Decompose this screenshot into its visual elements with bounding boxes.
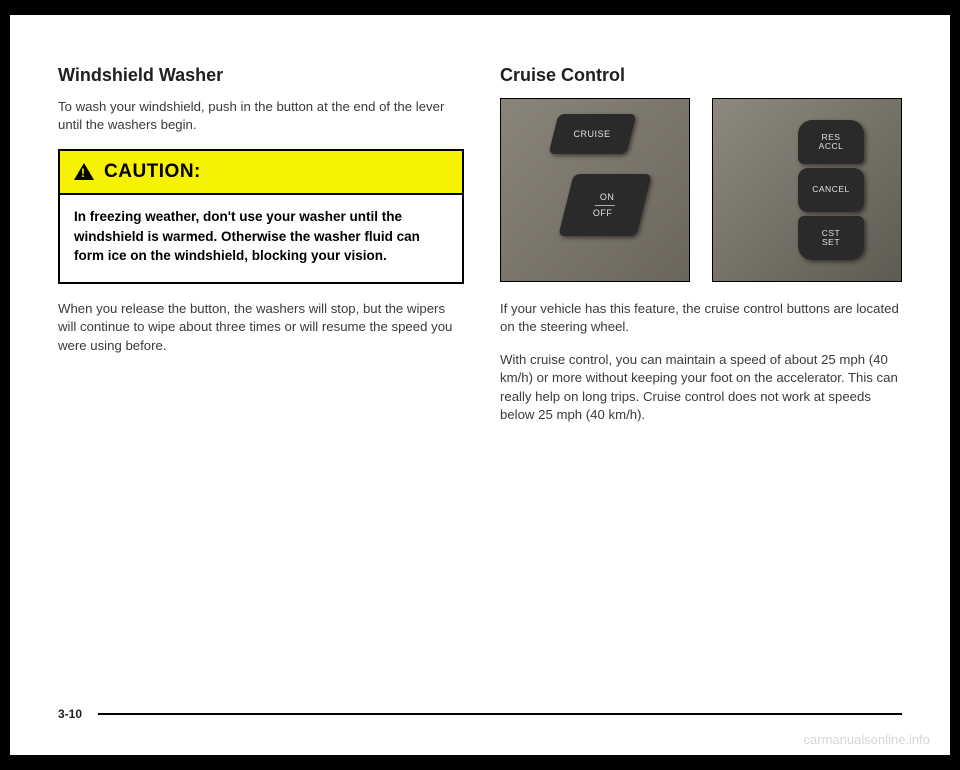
caution-box: CAUTION: In freezing weather, don't use … (58, 149, 464, 284)
two-columns: Windshield Washer To wash your windshiel… (58, 65, 902, 439)
cruise-photo-right: RES ACCL CANCEL CST SET (712, 98, 902, 282)
accl-label: ACCL (819, 142, 844, 151)
photo2-stack: RES ACCL CANCEL CST SET (798, 120, 864, 260)
washer-intro-text: To wash your windshield, push in the but… (58, 98, 464, 135)
cancel-button: CANCEL (798, 168, 864, 212)
off-label: OFF (593, 208, 613, 219)
windshield-washer-heading: Windshield Washer (58, 65, 464, 86)
photo2-buttons: RES ACCL CANCEL CST SET (713, 99, 901, 281)
cruise-control-heading: Cruise Control (500, 65, 902, 86)
set-label: SET (822, 238, 840, 247)
cruise-p2: With cruise control, you can maintain a … (500, 351, 902, 425)
manual-page: Windshield Washer To wash your windshiel… (10, 15, 950, 755)
on-label: ON (600, 192, 615, 203)
footer-rule (98, 713, 902, 715)
caution-header: CAUTION: (60, 151, 462, 195)
cruise-button: CRUISE (548, 114, 636, 154)
cruise-button-label: CRUISE (574, 129, 611, 139)
page-number: 3-10 (58, 707, 82, 721)
on-off-divider (595, 205, 615, 206)
on-off-button: ON OFF (558, 174, 651, 236)
caution-body-text: In freezing weather, don't use your wash… (60, 195, 462, 282)
washer-after-text: When you release the button, the washers… (58, 300, 464, 355)
cst-set-button: CST SET (798, 216, 864, 260)
photo1-buttons: CRUISE ON OFF (501, 99, 689, 281)
right-column: Cruise Control CRUISE ON OFF (500, 65, 902, 439)
cruise-photos-row: CRUISE ON OFF RES (500, 98, 902, 282)
cruise-p1: If your vehicle has this feature, the cr… (500, 300, 902, 337)
watermark-text: carmanualsonline.info (804, 732, 930, 747)
res-accl-button: RES ACCL (798, 120, 864, 164)
cruise-photo-left: CRUISE ON OFF (500, 98, 690, 282)
warning-triangle-icon (74, 163, 94, 180)
left-column: Windshield Washer To wash your windshiel… (58, 65, 464, 439)
cancel-label: CANCEL (812, 185, 849, 194)
page-footer: 3-10 (58, 707, 902, 721)
caution-title: CAUTION: (104, 161, 201, 183)
